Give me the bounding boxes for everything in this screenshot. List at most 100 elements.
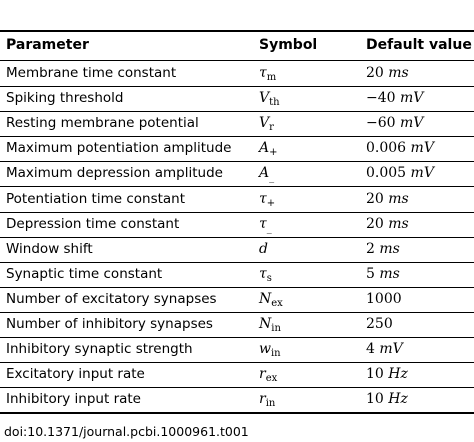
default-value: −60 mV: [366, 111, 423, 136]
symbol-subscript: th: [269, 97, 280, 108]
table-header-row: Parameter Symbol Default value: [0, 33, 474, 58]
parameter-symbol: τ_: [259, 212, 272, 237]
row-divider: [0, 387, 474, 388]
row-divider: [0, 262, 474, 263]
parameter-name: Number of inhibitory synapses: [6, 316, 213, 332]
symbol-subscript: ex: [265, 373, 278, 384]
table-row: Window shift d 2 ms: [0, 237, 474, 262]
default-value: 0.005 mV: [366, 161, 434, 186]
table-row: Maximum potentiation amplitude A+ 0.006 mV: [0, 136, 474, 161]
parameter-symbol: τ+: [259, 187, 275, 212]
default-value: 4 mV: [366, 337, 403, 362]
default-value: 1000: [366, 287, 402, 312]
parameter-symbol: A+: [259, 136, 278, 161]
parameter-symbol: Nex: [259, 287, 283, 312]
value-number: 20: [366, 65, 384, 81]
symbol-subscript: _: [269, 172, 275, 183]
default-value: 20 ms: [366, 187, 409, 212]
header-default-value: Default value: [366, 37, 472, 53]
value-unit: ms: [379, 266, 400, 282]
table-row: Inhibitory synaptic strength win 4 mV: [0, 337, 474, 362]
symbol-main: w: [259, 341, 271, 357]
symbol-main: τ: [259, 191, 267, 207]
parameter-symbol: Nin: [259, 312, 281, 337]
parameter-symbol: τm: [259, 61, 276, 86]
value-unit: ms: [379, 241, 400, 257]
symbol-subscript: +: [269, 147, 278, 158]
header-parameter: Parameter: [6, 37, 89, 53]
table-row: Resting membrane potential Vr −60 mV: [0, 111, 474, 136]
parameter-symbol: A_: [259, 161, 274, 186]
parameter-symbol: Vr: [259, 111, 274, 136]
value-unit: mV: [410, 165, 434, 181]
value-unit: mV: [410, 140, 434, 156]
parameter-symbol: Vth: [259, 86, 280, 111]
value-number: 4: [366, 341, 375, 357]
header-symbol: Symbol: [259, 37, 318, 53]
symbol-main: r: [259, 366, 266, 382]
value-unit: mV: [379, 341, 403, 357]
table-bottom-rule: [0, 412, 474, 414]
row-divider: [0, 287, 474, 288]
parameter-symbol: τs: [259, 262, 272, 287]
default-value: 2 ms: [366, 237, 400, 262]
row-divider: [0, 136, 474, 137]
value-number: 250: [366, 316, 393, 332]
parameter-symbol: d: [259, 237, 268, 262]
value-unit: ms: [388, 191, 409, 207]
parameter-name: Synaptic time constant: [6, 266, 163, 282]
parameter-name: Excitatory input rate: [6, 366, 145, 382]
default-value: 10 Hz: [366, 387, 408, 412]
table-row: Inhibitory input rate rin 10 Hz: [0, 387, 474, 412]
row-divider: [0, 161, 474, 162]
parameter-name: Number of excitatory synapses: [6, 291, 217, 307]
table-row: Excitatory input rate rex 10 Hz: [0, 362, 474, 387]
parameter-name: Membrane time constant: [6, 65, 177, 81]
symbol-main: d: [259, 241, 268, 257]
parameter-name: Maximum depression amplitude: [6, 165, 223, 181]
value-number: 2: [366, 241, 375, 257]
symbol-subscript: _: [266, 223, 272, 234]
table-row: Potentiation time constant τ+ 20 ms: [0, 187, 474, 212]
doi-footer: doi:10.1371/journal.pcbi.1000961.t001: [4, 424, 249, 439]
default-value: 20 ms: [366, 212, 409, 237]
value-unit: ms: [388, 216, 409, 232]
row-divider: [0, 86, 474, 87]
value-number: 0.006: [366, 140, 407, 156]
symbol-subscript: s: [266, 273, 272, 284]
symbol-subscript: ex: [271, 298, 283, 309]
row-divider: [0, 186, 474, 187]
row-divider: [0, 212, 474, 213]
symbol-main: A: [259, 165, 270, 181]
value-number: 0.005: [366, 165, 407, 181]
symbol-subscript: r: [269, 122, 274, 133]
parameter-name: Inhibitory input rate: [6, 391, 141, 407]
row-divider: [0, 362, 474, 363]
value-unit: Hz: [388, 366, 408, 382]
parameter-name: Potentiation time constant: [6, 191, 186, 207]
parameter-name: Window shift: [6, 241, 93, 257]
value-number: 10: [366, 366, 384, 382]
symbol-subscript: in: [270, 348, 281, 359]
default-value: −40 mV: [366, 86, 423, 111]
default-value: 250: [366, 312, 393, 337]
parameter-name: Depression time constant: [6, 216, 180, 232]
row-divider: [0, 111, 474, 112]
table-row: Spiking threshold Vth −40 mV: [0, 86, 474, 111]
value-unit: mV: [400, 90, 424, 106]
parameter-symbol: rex: [259, 362, 277, 387]
table-row: Depression time constant τ_ 20 ms: [0, 212, 474, 237]
table-top-rule: [0, 30, 474, 32]
symbol-main: A: [259, 140, 270, 156]
value-number: 1000: [366, 291, 402, 307]
header-rule: [0, 60, 474, 61]
value-number: 5: [366, 266, 375, 282]
table-row: Number of excitatory synapses Nex 1000: [0, 287, 474, 312]
symbol-subscript: in: [271, 323, 281, 334]
value-unit: mV: [400, 115, 424, 131]
value-number: −40: [366, 90, 396, 106]
value-number: −60: [366, 115, 396, 131]
symbol-main: r: [259, 391, 266, 407]
table-row: Number of inhibitory synapses Nin 250: [0, 312, 474, 337]
symbol-subscript: in: [265, 398, 276, 409]
